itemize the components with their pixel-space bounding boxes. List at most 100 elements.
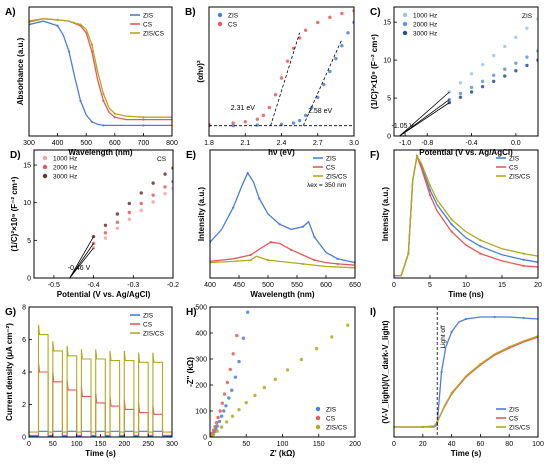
legend-label: ZIS/CS	[326, 425, 348, 432]
legend-label: 3000 Hz	[53, 174, 77, 181]
legend-label: CS	[509, 416, 519, 423]
panel-title: CS	[157, 156, 167, 163]
data-point	[231, 123, 235, 128]
y-axis-label: (1/C)²×10⁹ (F⁻² cm⁴)	[370, 34, 379, 109]
x-tick-label: 0	[392, 441, 396, 448]
data-point	[522, 316, 525, 320]
y-tick-label: 4	[22, 370, 26, 377]
data-point	[525, 63, 529, 68]
series-line	[394, 154, 538, 277]
data-point	[151, 181, 155, 185]
data-point	[217, 419, 222, 424]
data-point	[340, 44, 344, 48]
data-point	[103, 231, 108, 235]
y-tick-label: 400	[195, 331, 207, 338]
data-point	[253, 393, 257, 398]
panel-label: B)	[185, 7, 196, 18]
x-tick-label: 5	[428, 282, 432, 289]
panel-title: ZIS	[522, 13, 533, 20]
data-point	[213, 424, 217, 429]
legend-label: 1000 Hz	[413, 13, 437, 20]
data-point	[314, 346, 319, 351]
data-point	[291, 121, 296, 125]
legend-label: ZIS/CS	[509, 174, 531, 181]
data-point	[415, 154, 419, 158]
data-point	[243, 120, 247, 124]
data-point	[279, 122, 284, 127]
data-point	[266, 258, 270, 262]
data-point	[525, 55, 529, 59]
data-point	[163, 185, 167, 189]
data-point	[464, 317, 468, 321]
fit-line	[399, 99, 450, 136]
y-tick-label: 300	[195, 357, 207, 364]
data-point	[224, 420, 229, 424]
data-point	[346, 323, 350, 327]
data-point	[244, 400, 248, 405]
data-point	[297, 36, 302, 40]
data-point	[491, 73, 496, 77]
legend-marker	[217, 21, 223, 27]
data-point	[336, 262, 339, 266]
x-tick-label: 100	[532, 441, 544, 448]
legend-label: CS	[326, 165, 336, 172]
data-point	[279, 76, 284, 80]
panel-label: I)	[370, 307, 376, 318]
x-tick-label: 300	[23, 140, 35, 147]
y-axis-label: -Z'' (kΩ)	[186, 357, 195, 387]
x-axis-label: Z' (kΩ)	[270, 449, 296, 458]
legend-label: CS	[326, 416, 336, 423]
data-point	[103, 236, 108, 240]
legend-marker	[42, 164, 48, 170]
data-point	[479, 239, 482, 242]
chart-panel: -1.05 V ZIS C) -1.0 -0.8 -0.4 0.0 0 5 10 15 Potenti…	[370, 6, 539, 157]
data-point	[407, 252, 410, 255]
legend-label: ZIS	[509, 156, 520, 163]
data-point	[491, 79, 496, 84]
legend-marker	[315, 415, 321, 421]
legend-marker	[315, 424, 321, 430]
y-tick-label: 6	[22, 337, 26, 344]
data-point	[440, 370, 443, 374]
data-point	[79, 23, 82, 26]
data-point	[514, 61, 518, 65]
data-point	[139, 201, 143, 206]
y-tick-label: 5	[387, 96, 391, 103]
x-tick-label: 20	[534, 282, 542, 289]
data-point	[313, 258, 316, 262]
data-point	[228, 367, 232, 372]
y-tick-label: 0	[387, 134, 391, 141]
plot-frame	[28, 6, 173, 137]
x-tick-label: 200	[349, 441, 361, 448]
data-point	[285, 368, 290, 372]
data-point	[218, 409, 222, 413]
annotation-label: -0.46 V	[68, 265, 91, 272]
data-point	[142, 116, 145, 119]
data-point	[220, 401, 225, 405]
x-tick-label: 0	[392, 282, 396, 289]
data-point	[269, 241, 272, 244]
data-point	[469, 85, 474, 90]
data-point	[151, 200, 155, 204]
data-point	[151, 193, 155, 197]
data-point	[273, 93, 278, 97]
y-tick-label: 200	[195, 383, 207, 390]
x-tick-label: 100	[71, 441, 83, 448]
data-point	[322, 82, 326, 87]
x-tick-label: 450	[233, 282, 245, 289]
y-axis-label: Absorbance (a.u.)	[16, 37, 25, 105]
x-tick-label: 400	[52, 140, 64, 147]
y-tick-label: 2	[22, 402, 26, 409]
x-axis-label: Wavelength (nm)	[250, 290, 314, 299]
data-point	[237, 408, 241, 412]
legend-label: ZIS	[326, 407, 337, 414]
data-point	[278, 223, 281, 226]
x-axis-label: Time (ns)	[448, 290, 484, 299]
plot-frame	[393, 306, 539, 438]
plot-area	[69, 166, 173, 278]
x-tick-label: 0	[208, 441, 212, 448]
series-line	[29, 430, 172, 437]
x-tick-label: -0.3	[127, 282, 139, 289]
series-line	[29, 362, 172, 436]
legend-marker	[402, 21, 408, 27]
